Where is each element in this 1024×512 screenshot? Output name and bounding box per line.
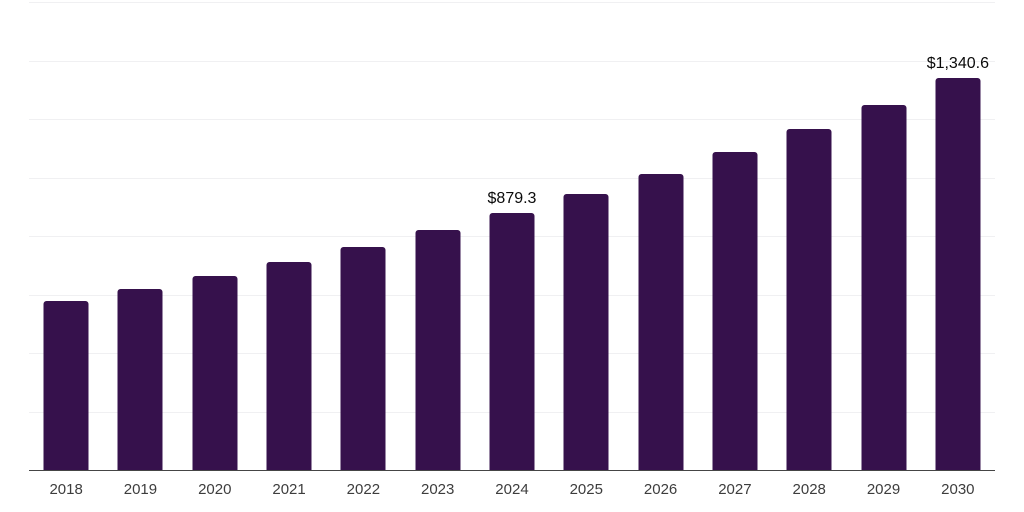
x-axis-line — [29, 470, 995, 471]
bar-value-label-2030: $1,340.6 — [926, 54, 989, 72]
bar-2023 — [415, 230, 461, 470]
bar-column-2023: 2023 — [401, 2, 475, 498]
bar-2018 — [43, 301, 89, 470]
bar-2028 — [786, 129, 832, 470]
bar-2020 — [192, 275, 238, 470]
x-tick-2020: 2020 — [198, 481, 232, 498]
gridline — [29, 177, 995, 179]
x-tick-2021: 2021 — [272, 481, 306, 498]
bar-2030 — [935, 77, 981, 470]
x-tick-2022: 2022 — [346, 481, 381, 498]
bar-column-2022: 2022 — [326, 2, 400, 498]
x-tick-2023: 2023 — [420, 481, 455, 498]
x-tick-2026: 2026 — [643, 481, 678, 498]
bar-column-2029: 2029 — [846, 2, 920, 498]
x-tick-2030: 2030 — [941, 481, 975, 498]
bar-2021 — [266, 261, 312, 470]
gridline — [29, 119, 995, 120]
bar-column-2021: 2021 — [252, 2, 326, 498]
x-tick-2024: 2024 — [495, 481, 529, 498]
x-tick-2027: 2027 — [718, 481, 752, 498]
bar-column-2019: 2019 — [103, 2, 177, 498]
bar-2027 — [712, 152, 758, 470]
gridline — [29, 60, 995, 62]
bar-column-2028: 2028 — [772, 2, 846, 498]
bar-column-2026: 2026 — [623, 2, 697, 498]
x-tick-2018: 2018 — [49, 481, 83, 498]
x-tick-2025: 2025 — [569, 481, 603, 498]
plot-area: 2018 2019 2020 2021 2022 2023 $879.3 2024 2025 20… — [29, 2, 995, 498]
bar-column-2030: $1,340.6 2030 — [921, 2, 995, 498]
x-tick-2029: 2029 — [866, 481, 901, 498]
x-tick-2019: 2019 — [123, 481, 158, 498]
bar-2029 — [861, 104, 907, 470]
bar-column-2027: 2027 — [698, 2, 772, 498]
bar-2025 — [563, 194, 609, 470]
bar-column-2018: 2018 — [29, 2, 103, 498]
bar-2024 — [489, 212, 535, 470]
gridline — [29, 2, 995, 3]
x-tick-2028: 2028 — [792, 481, 826, 498]
bar-2019 — [117, 289, 163, 470]
bar-column-2025: 2025 — [549, 2, 623, 498]
bar-value-label-2024: $879.3 — [487, 189, 537, 207]
bar-column-2020: 2020 — [178, 2, 252, 498]
bar-column-2024: $879.3 2024 — [475, 2, 549, 498]
bar-2022 — [340, 246, 386, 470]
bar-2026 — [638, 174, 684, 470]
